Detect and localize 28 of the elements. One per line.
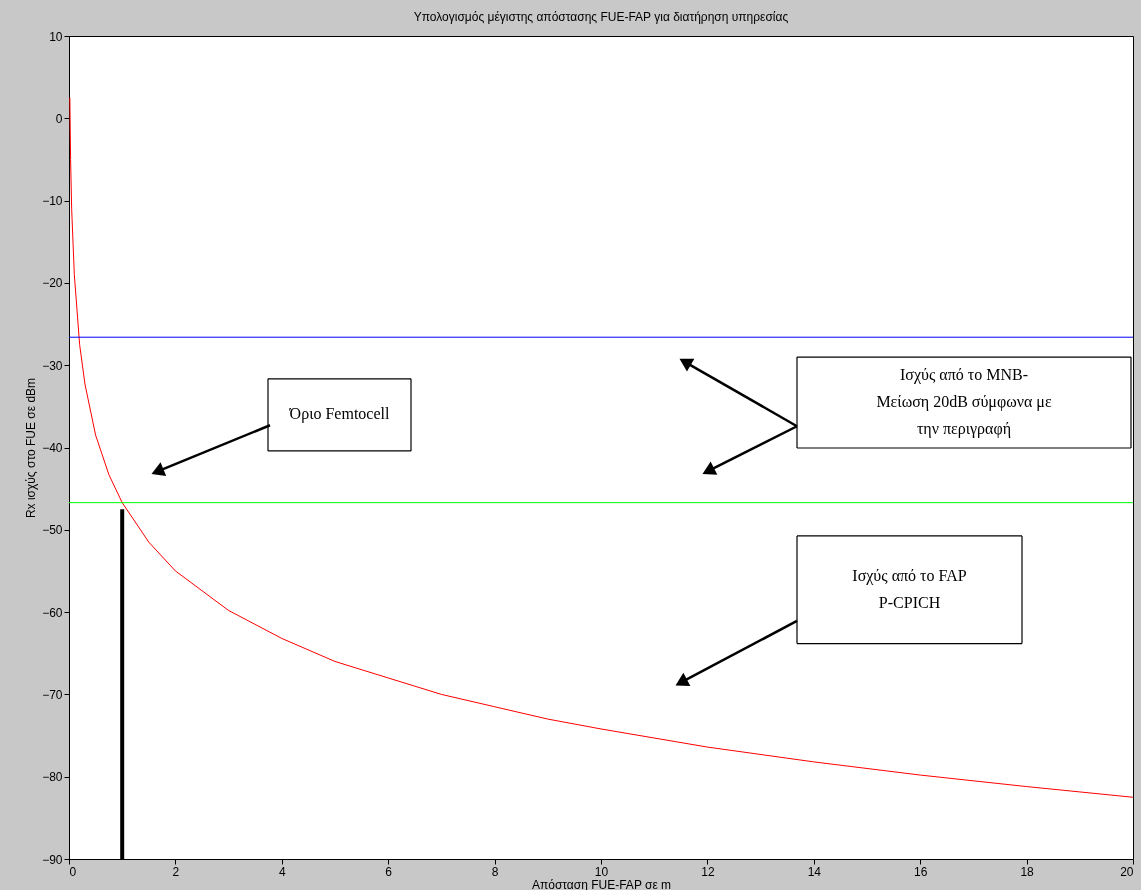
y-tick-label: −80 [42, 770, 63, 785]
x-tick-label: 16 [914, 864, 928, 879]
y-tick-label: −40 [42, 441, 63, 455]
x-tick-label: 4 [278, 864, 286, 879]
y-tick-label: 10 [49, 29, 63, 44]
line-series [69, 97, 1133, 798]
x-tick-label: 14 [807, 864, 822, 879]
x-tick-label: 8 [491, 864, 499, 879]
x-tick-label: 20 [1120, 864, 1134, 879]
x-tick-label: 10 [594, 864, 609, 879]
x-tick-label: 0 [69, 864, 77, 879]
y-tick-label: −20 [42, 276, 63, 291]
annotation: Όριο Femtocell [288, 405, 390, 424]
y-tick-label: 0 [55, 111, 63, 126]
y-axis-title: Rx ισχύς στο FUE σε dBm [24, 377, 39, 519]
x-tick-label: 12 [701, 864, 715, 879]
annotation: Ισχύς από το FAP P-CPICH [852, 566, 967, 611]
y-tick-label: −50 [42, 523, 63, 538]
x-tick-label: 2 [172, 864, 180, 879]
y-tick-label: −70 [42, 687, 63, 702]
chart-title: Υπολογισμός μέγιστης απόστασης FUE-FAP για διατήρηση υπηρεσίας [413, 10, 789, 24]
x-tick-label: 6 [385, 864, 393, 879]
y-tick-label: −30 [42, 358, 63, 373]
annotation: Ισχύς από το MNB- Μείωση 20dB σύμφωνα με την περιγραφή [876, 366, 1052, 439]
x-tick-label: 18 [1020, 864, 1035, 879]
y-tick-label: −90 [42, 852, 63, 867]
y-tick-label: −10 [42, 194, 63, 209]
y-tick-label: −60 [42, 605, 63, 620]
